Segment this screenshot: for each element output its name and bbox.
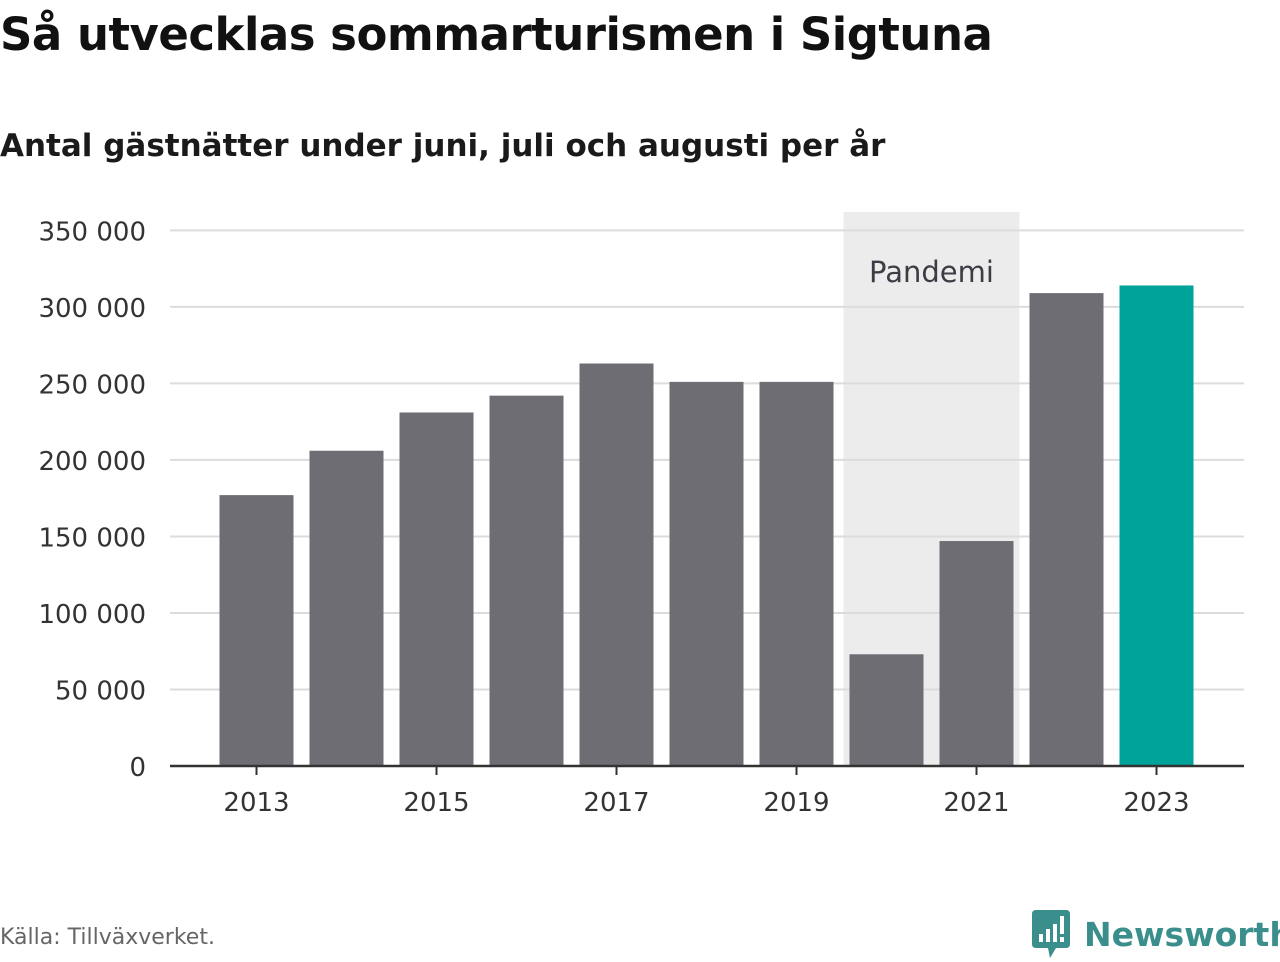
source-note: Källa: Tillväxverket.	[0, 925, 215, 950]
bar-2016	[489, 395, 564, 766]
brand-name: Newsworthy	[1084, 914, 1280, 954]
y-tick-label: 350 000	[38, 217, 146, 247]
x-tick-label: 2021	[943, 788, 1009, 818]
chart-subtitle: Antal gästnätter under juni, juli och au…	[0, 128, 886, 164]
x-tick-label: 2013	[223, 788, 289, 818]
y-tick-label: 250 000	[38, 370, 146, 400]
bar-2023	[1119, 285, 1194, 766]
x-tick-label: 2019	[763, 788, 829, 818]
y-tick-label: 200 000	[38, 447, 146, 477]
bar-2013	[219, 495, 294, 766]
x-tick-label: 2017	[583, 788, 649, 818]
bar-chart: Pandemi 0 50 000 100 000 150 000 200 000 250 …	[38, 212, 1244, 818]
x-tick-label: 2015	[403, 788, 469, 818]
pandemic-band-label: Pandemi	[869, 255, 994, 289]
y-tick-label: 100 000	[38, 600, 146, 630]
brand-logo: Newsworthy	[1032, 906, 1280, 962]
newsworthy-chart-bubble-icon	[1032, 910, 1070, 958]
chart-title: Så utvecklas sommarturismen i Sigtuna	[0, 8, 993, 61]
y-tick-label: 0	[129, 753, 146, 783]
bar-2018	[669, 381, 744, 766]
y-tick-label: 150 000	[38, 523, 146, 553]
y-tick-label: 300 000	[38, 294, 146, 324]
bar-2017	[579, 363, 654, 766]
bar-2021	[939, 541, 1014, 766]
x-tick-label: 2023	[1123, 788, 1189, 818]
bar-2014	[309, 450, 384, 766]
bar-2019	[759, 381, 834, 766]
axes: 0 50 000 100 000 150 000 200 000 250 000 300 0…	[38, 217, 1244, 818]
bar-2020	[849, 654, 924, 766]
y-tick-label: 50 000	[55, 676, 146, 706]
bar-2022	[1029, 293, 1104, 766]
bars	[219, 285, 1194, 766]
bar-2015	[399, 412, 474, 766]
